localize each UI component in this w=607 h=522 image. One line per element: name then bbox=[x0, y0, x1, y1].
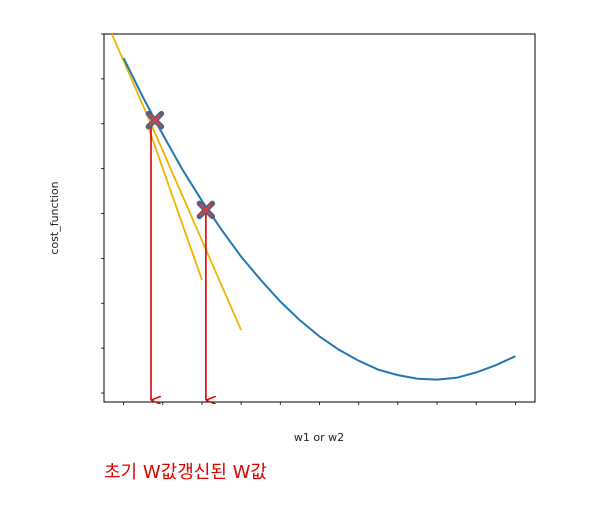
caption-initial-w: 초기 W값 bbox=[104, 462, 178, 483]
x-marker-inner bbox=[199, 203, 212, 216]
y-axis-ticks bbox=[101, 33, 104, 394]
weight-points bbox=[145, 110, 216, 220]
plot-frame bbox=[103, 33, 536, 403]
x-axis-label: w1 or w2 bbox=[294, 431, 344, 444]
cost-curve-line bbox=[122, 57, 516, 381]
tangent-lines bbox=[111, 33, 242, 331]
caption: 초기 W값갱신된 W값 bbox=[104, 458, 267, 484]
weight-point-1 bbox=[145, 110, 165, 130]
tangent-line-2 bbox=[146, 123, 203, 281]
weight-point-2 bbox=[196, 200, 216, 220]
y-axis-label: cost_function bbox=[48, 181, 61, 254]
tangent-line-1 bbox=[111, 33, 242, 331]
x-marker-inner bbox=[148, 114, 161, 127]
caption-updated-w: 갱신된 W값 bbox=[177, 462, 267, 483]
x-axis-ticks bbox=[123, 402, 516, 405]
cost-curve bbox=[122, 57, 516, 381]
projection-arrows bbox=[150, 123, 206, 400]
